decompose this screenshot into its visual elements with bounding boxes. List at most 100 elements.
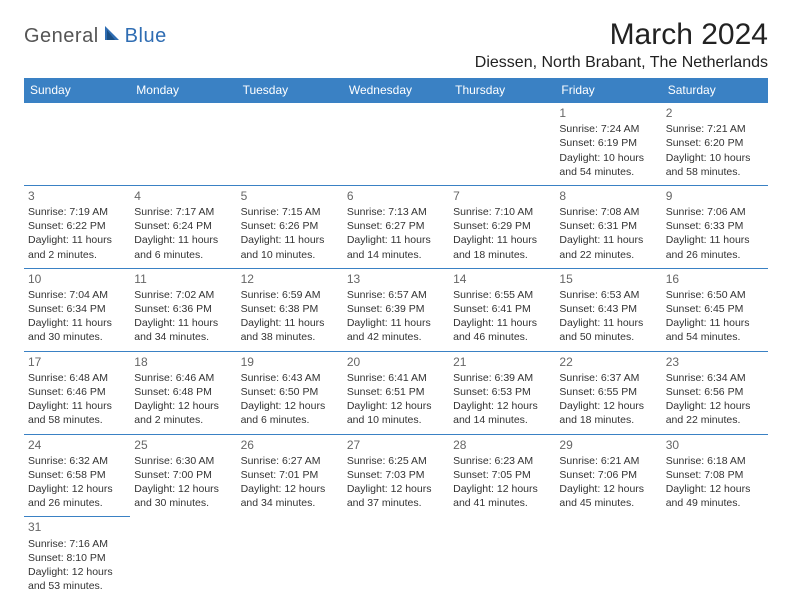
- cell-line: and 30 minutes.: [28, 330, 126, 344]
- cell-line: Sunset: 6:39 PM: [347, 302, 445, 316]
- cell-line: Daylight: 12 hours: [347, 399, 445, 413]
- cell-line: Daylight: 12 hours: [666, 399, 764, 413]
- calendar-cell: 15Sunrise: 6:53 AMSunset: 6:43 PMDayligh…: [555, 268, 661, 351]
- day-number: 2: [666, 105, 764, 121]
- cell-line: Sunrise: 6:46 AM: [134, 371, 232, 385]
- day-number: 31: [28, 519, 126, 535]
- cell-line: Sunset: 6:33 PM: [666, 219, 764, 233]
- cell-line: and 22 minutes.: [666, 413, 764, 427]
- cell-line: Sunrise: 6:34 AM: [666, 371, 764, 385]
- brand-logo: General Blue: [24, 24, 167, 48]
- calendar-cell: 25Sunrise: 6:30 AMSunset: 7:00 PMDayligh…: [130, 434, 236, 517]
- cell-line: Daylight: 10 hours: [666, 151, 764, 165]
- calendar-week-row: 24Sunrise: 6:32 AMSunset: 6:58 PMDayligh…: [24, 434, 768, 517]
- cell-line: and 10 minutes.: [241, 248, 339, 262]
- calendar-cell: 27Sunrise: 6:25 AMSunset: 7:03 PMDayligh…: [343, 434, 449, 517]
- cell-line: and 50 minutes.: [559, 330, 657, 344]
- day-header: Saturday: [662, 78, 768, 103]
- cell-line: Sunrise: 6:59 AM: [241, 288, 339, 302]
- cell-line: Daylight: 11 hours: [28, 399, 126, 413]
- cell-line: Sunset: 7:08 PM: [666, 468, 764, 482]
- brand-text-general: General: [24, 25, 99, 48]
- day-number: 1: [559, 105, 657, 121]
- cell-line: Daylight: 11 hours: [28, 316, 126, 330]
- cell-line: Sunrise: 7:04 AM: [28, 288, 126, 302]
- cell-line: Sunset: 6:48 PM: [134, 385, 232, 399]
- calendar-cell: [237, 517, 343, 599]
- cell-line: Sunset: 6:55 PM: [559, 385, 657, 399]
- cell-line: and 34 minutes.: [134, 330, 232, 344]
- calendar-cell: 28Sunrise: 6:23 AMSunset: 7:05 PMDayligh…: [449, 434, 555, 517]
- cell-line: and 26 minutes.: [666, 248, 764, 262]
- cell-line: Sunset: 6:29 PM: [453, 219, 551, 233]
- cell-line: Sunrise: 6:50 AM: [666, 288, 764, 302]
- day-number: 28: [453, 437, 551, 453]
- day-header: Thursday: [449, 78, 555, 103]
- cell-line: and 14 minutes.: [347, 248, 445, 262]
- calendar-cell: 16Sunrise: 6:50 AMSunset: 6:45 PMDayligh…: [662, 268, 768, 351]
- cell-line: and 38 minutes.: [241, 330, 339, 344]
- day-number: 20: [347, 354, 445, 370]
- cell-line: and 34 minutes.: [241, 496, 339, 510]
- day-number: 24: [28, 437, 126, 453]
- cell-line: and 14 minutes.: [453, 413, 551, 427]
- cell-line: Sunset: 6:31 PM: [559, 219, 657, 233]
- cell-line: Sunrise: 6:27 AM: [241, 454, 339, 468]
- cell-line: Daylight: 11 hours: [453, 233, 551, 247]
- cell-line: and 18 minutes.: [559, 413, 657, 427]
- cell-line: and 54 minutes.: [559, 165, 657, 179]
- day-number: 21: [453, 354, 551, 370]
- calendar-cell: 17Sunrise: 6:48 AMSunset: 6:46 PMDayligh…: [24, 351, 130, 434]
- cell-line: Sunset: 6:27 PM: [347, 219, 445, 233]
- cell-line: Daylight: 12 hours: [241, 399, 339, 413]
- cell-line: and 41 minutes.: [453, 496, 551, 510]
- cell-line: Sunrise: 6:48 AM: [28, 371, 126, 385]
- calendar-cell: 21Sunrise: 6:39 AMSunset: 6:53 PMDayligh…: [449, 351, 555, 434]
- cell-line: and 26 minutes.: [28, 496, 126, 510]
- calendar-cell: 3Sunrise: 7:19 AMSunset: 6:22 PMDaylight…: [24, 185, 130, 268]
- calendar-cell: [343, 103, 449, 186]
- cell-line: Daylight: 11 hours: [559, 316, 657, 330]
- cell-line: Sunrise: 7:19 AM: [28, 205, 126, 219]
- calendar-cell: [662, 517, 768, 599]
- cell-line: Sunrise: 7:16 AM: [28, 537, 126, 551]
- calendar-body: 1Sunrise: 7:24 AMSunset: 6:19 PMDaylight…: [24, 103, 768, 600]
- cell-line: Sunrise: 7:24 AM: [559, 122, 657, 136]
- cell-line: Sunset: 6:20 PM: [666, 136, 764, 150]
- cell-line: Sunset: 7:06 PM: [559, 468, 657, 482]
- cell-line: Sunset: 6:38 PM: [241, 302, 339, 316]
- day-header: Sunday: [24, 78, 130, 103]
- cell-line: and 2 minutes.: [134, 413, 232, 427]
- cell-line: Daylight: 10 hours: [559, 151, 657, 165]
- calendar-cell: 12Sunrise: 6:59 AMSunset: 6:38 PMDayligh…: [237, 268, 343, 351]
- cell-line: and 54 minutes.: [666, 330, 764, 344]
- cell-line: and 58 minutes.: [666, 165, 764, 179]
- calendar-cell: 2Sunrise: 7:21 AMSunset: 6:20 PMDaylight…: [662, 103, 768, 186]
- sail-icon: [103, 24, 123, 42]
- title-block: March 2024 Diessen, North Brabant, The N…: [475, 18, 768, 72]
- cell-line: and 18 minutes.: [453, 248, 551, 262]
- cell-line: Sunrise: 6:32 AM: [28, 454, 126, 468]
- day-number: 22: [559, 354, 657, 370]
- cell-line: Sunrise: 7:13 AM: [347, 205, 445, 219]
- calendar-week-row: 31Sunrise: 7:16 AMSunset: 8:10 PMDayligh…: [24, 517, 768, 599]
- cell-line: Sunset: 8:10 PM: [28, 551, 126, 565]
- calendar-cell: [130, 517, 236, 599]
- month-title: March 2024: [475, 18, 768, 52]
- calendar-cell: 7Sunrise: 7:10 AMSunset: 6:29 PMDaylight…: [449, 185, 555, 268]
- cell-line: Sunrise: 6:30 AM: [134, 454, 232, 468]
- calendar-cell: 30Sunrise: 6:18 AMSunset: 7:08 PMDayligh…: [662, 434, 768, 517]
- cell-line: Sunset: 6:19 PM: [559, 136, 657, 150]
- cell-line: Sunset: 6:56 PM: [666, 385, 764, 399]
- calendar-cell: 5Sunrise: 7:15 AMSunset: 6:26 PMDaylight…: [237, 185, 343, 268]
- calendar-cell: 18Sunrise: 6:46 AMSunset: 6:48 PMDayligh…: [130, 351, 236, 434]
- day-number: 26: [241, 437, 339, 453]
- cell-line: Daylight: 11 hours: [453, 316, 551, 330]
- calendar-cell: 14Sunrise: 6:55 AMSunset: 6:41 PMDayligh…: [449, 268, 555, 351]
- calendar-week-row: 3Sunrise: 7:19 AMSunset: 6:22 PMDaylight…: [24, 185, 768, 268]
- cell-line: Sunrise: 6:57 AM: [347, 288, 445, 302]
- day-number: 30: [666, 437, 764, 453]
- day-number: 3: [28, 188, 126, 204]
- cell-line: Sunset: 6:45 PM: [666, 302, 764, 316]
- day-number: 17: [28, 354, 126, 370]
